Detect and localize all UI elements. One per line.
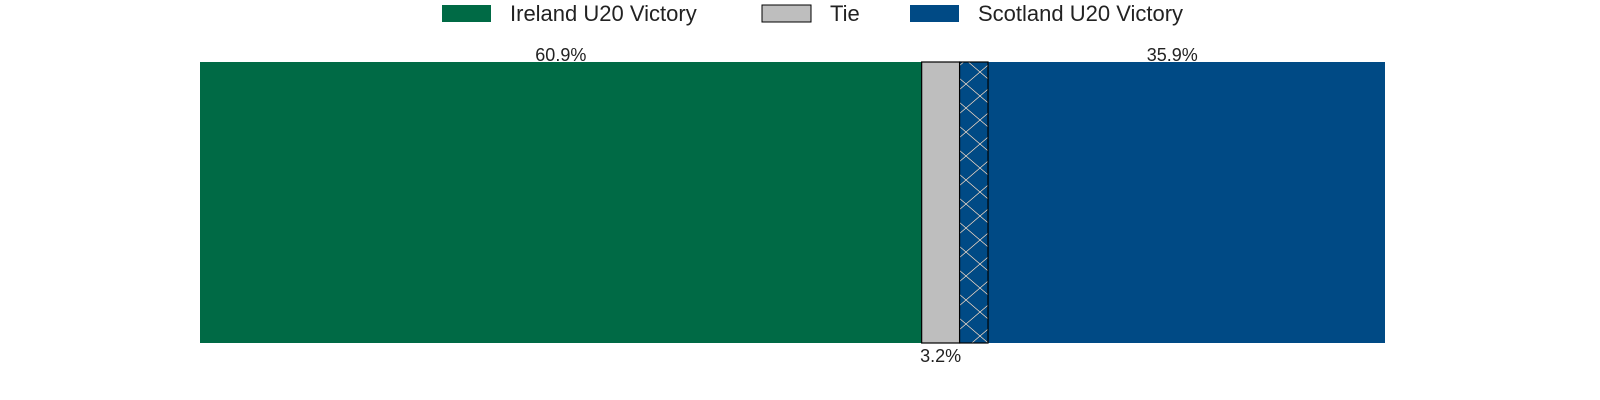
bar-segment-scotland-u20-victory <box>959 62 1385 343</box>
bar-segment-hatch-scotland-u20-victory <box>958 61 989 344</box>
legend-label-scotland-u20-victory: Scotland U20 Victory <box>978 1 1183 26</box>
value-label-ireland-u20-victory: 60.9% <box>535 45 586 65</box>
stacked-bar <box>200 61 1385 344</box>
legend-swatch-tie <box>761 4 812 23</box>
legend-swatch-scotland-u20-victory <box>910 5 959 22</box>
legend-label-tie: Tie <box>830 1 860 26</box>
bar-segment-ireland-u20-victory <box>200 62 922 343</box>
legend-swatch-ireland-u20-victory <box>442 5 491 22</box>
value-label-tie: 3.2% <box>920 346 961 366</box>
value-labels: 60.9% 3.2% 35.9% <box>535 45 1198 366</box>
legend: Ireland U20 Victory Tie Scotland U20 Victo… <box>442 1 1183 26</box>
bar-segment-tie <box>921 61 961 344</box>
value-label-scotland-u20-victory: 35.9% <box>1147 45 1198 65</box>
legend-label-ireland-u20-victory: Ireland U20 Victory <box>510 1 697 26</box>
